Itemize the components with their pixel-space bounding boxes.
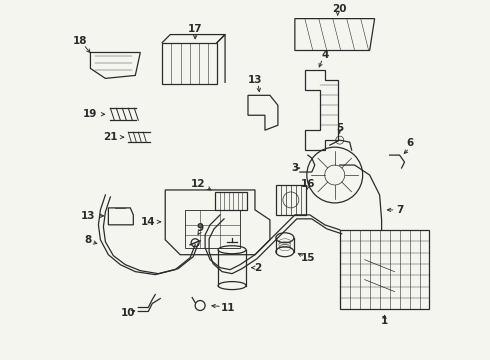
Text: 15: 15 bbox=[300, 253, 315, 263]
Text: 20: 20 bbox=[333, 4, 347, 14]
Text: 19: 19 bbox=[83, 109, 98, 119]
Text: 16: 16 bbox=[300, 179, 315, 189]
Text: 18: 18 bbox=[73, 36, 88, 46]
Text: 7: 7 bbox=[396, 205, 403, 215]
Text: 13: 13 bbox=[81, 211, 96, 221]
Text: 12: 12 bbox=[191, 179, 205, 189]
Text: 17: 17 bbox=[188, 24, 202, 33]
Bar bbox=[215, 192, 247, 210]
Bar bbox=[162, 42, 217, 84]
Text: 13: 13 bbox=[248, 75, 262, 85]
Text: 10: 10 bbox=[121, 309, 136, 319]
Text: 11: 11 bbox=[221, 302, 235, 312]
Text: 9: 9 bbox=[196, 223, 204, 233]
Text: 1: 1 bbox=[381, 316, 388, 327]
Text: 4: 4 bbox=[321, 50, 328, 60]
Text: 6: 6 bbox=[406, 138, 413, 148]
Text: 2: 2 bbox=[254, 263, 262, 273]
Bar bbox=[276, 185, 306, 215]
Bar bbox=[340, 230, 429, 310]
Text: 21: 21 bbox=[103, 132, 118, 142]
Text: 8: 8 bbox=[85, 235, 92, 245]
Text: 5: 5 bbox=[336, 123, 343, 133]
Text: 14: 14 bbox=[141, 217, 156, 227]
Text: 3: 3 bbox=[291, 163, 298, 173]
